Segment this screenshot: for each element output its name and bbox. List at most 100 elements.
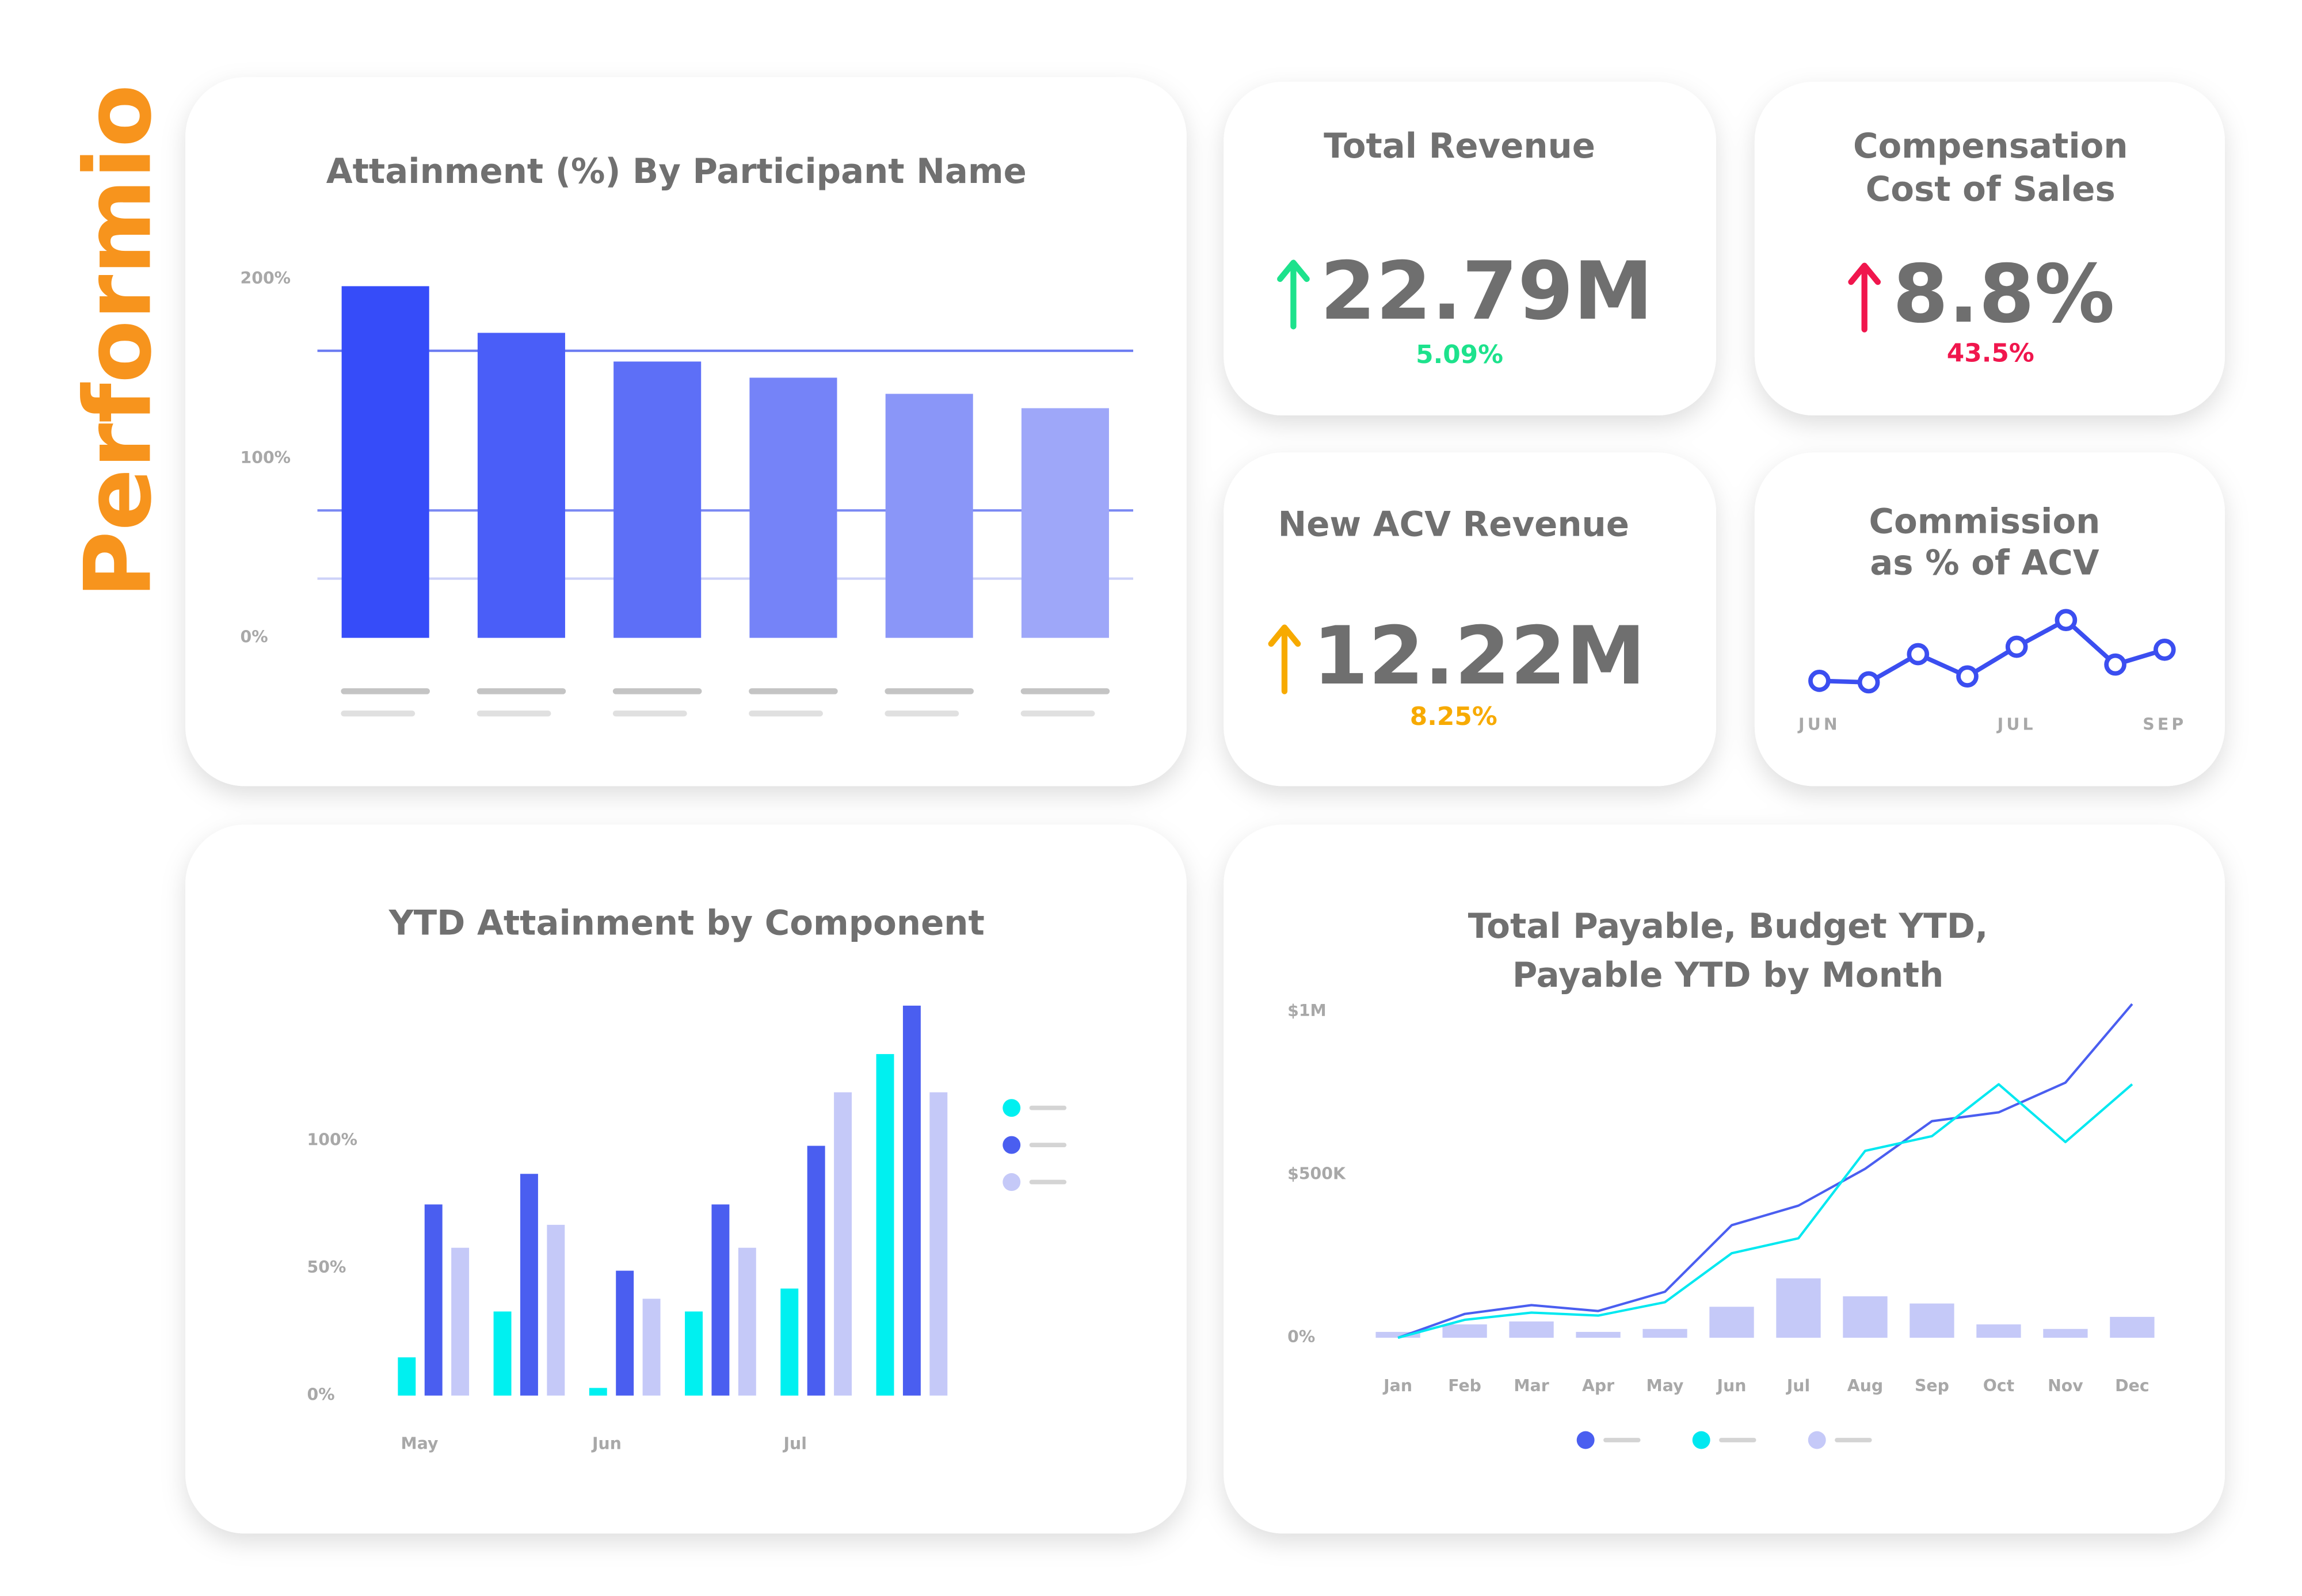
x-tick-label: May: [1647, 1376, 1684, 1395]
x-tick-label: JUN: [1797, 715, 1840, 734]
label-placeholder: [612, 710, 687, 717]
legend-placeholder: [1719, 1438, 1756, 1442]
point: [1808, 670, 1831, 692]
bar: [547, 1224, 565, 1396]
legend-marker: [1808, 1431, 1826, 1449]
bar: [1021, 408, 1109, 638]
legend-placeholder: [1029, 1179, 1067, 1185]
bar: [1709, 1307, 1754, 1338]
label-placeholder: [341, 688, 430, 694]
x-tick-label: Oct: [1983, 1376, 2014, 1395]
bar: [493, 1311, 512, 1396]
y-tick-label: 0%: [1287, 1327, 1315, 1346]
x-tick-label: Feb: [1448, 1376, 1481, 1395]
label-placeholder: [749, 688, 838, 694]
label-placeholder: [885, 688, 974, 694]
point: [2104, 653, 2126, 676]
x-tick-label: Aug: [1847, 1376, 1883, 1395]
chart-title: Payable YTD by Month: [1512, 955, 1943, 995]
label-placeholder: [1020, 688, 1110, 694]
kpi-value: 8.8%: [1893, 247, 2115, 341]
bar: [520, 1174, 538, 1396]
legend-placeholder: [1029, 1143, 1067, 1147]
chart-title: Commission: [1869, 501, 2101, 541]
label-placeholder: [341, 710, 416, 717]
y-tick-label: 100%: [241, 448, 291, 467]
x-tick-label: May: [401, 1434, 439, 1453]
bar: [398, 1357, 416, 1396]
kpi-value: 12.22M: [1313, 609, 1646, 702]
chart-title: Total Payable, Budget YTD,: [1468, 906, 1988, 946]
bar: [749, 377, 837, 638]
y-tick-label: $500K: [1287, 1164, 1346, 1183]
legend-marker: [1692, 1431, 1710, 1449]
label-placeholder: [1020, 710, 1095, 717]
bar: [834, 1092, 852, 1396]
bar: [341, 286, 429, 638]
bar: [780, 1288, 799, 1396]
bar: [685, 1311, 703, 1396]
legend-marker: [1003, 1173, 1021, 1191]
kpi-title: Total Revenue: [1324, 126, 1595, 166]
x-tick-label: Sep: [1915, 1376, 1949, 1395]
kpi-title: Cost of Sales: [1866, 169, 2116, 209]
trend-arrow: [1268, 624, 1301, 694]
y-tick-label: 100%: [307, 1131, 358, 1150]
card: [1754, 452, 2225, 786]
y-tick-label: 50%: [307, 1258, 346, 1277]
bar: [451, 1247, 470, 1396]
bar: [1509, 1321, 1554, 1338]
bar: [1843, 1296, 1888, 1338]
label-placeholder: [477, 710, 551, 717]
bar: [807, 1146, 825, 1396]
card: [1224, 82, 1716, 416]
y-tick-label: 0%: [241, 628, 268, 647]
bar: [1910, 1303, 1954, 1338]
trend-arrow: [1848, 262, 1881, 333]
bar: [616, 1270, 634, 1396]
bar: [738, 1247, 756, 1396]
label-placeholder: [612, 688, 702, 694]
card: [1754, 82, 2225, 416]
x-tick-label: Jul: [782, 1434, 806, 1453]
chart-title: Attainment (%) By Participant Name: [326, 151, 1027, 191]
bar: [885, 394, 973, 638]
bar: [642, 1299, 661, 1396]
x-tick-label: SEP: [2143, 715, 2186, 734]
point: [1907, 643, 1930, 666]
line: [1397, 1003, 2133, 1339]
bar: [929, 1092, 948, 1396]
label-placeholder: [749, 710, 823, 717]
point: [1956, 665, 1979, 688]
y-tick-label: $1M: [1287, 1001, 1327, 1020]
legend-marker: [1576, 1431, 1595, 1449]
x-tick-label: Mar: [1514, 1376, 1549, 1395]
brand-logo: Performio: [64, 84, 171, 598]
y-tick-label: 0%: [307, 1385, 335, 1404]
point: [2005, 635, 2028, 658]
kpi-change: 8.25%: [1410, 702, 1497, 731]
legend-placeholder: [1603, 1438, 1641, 1442]
x-tick-label: Dec: [2115, 1376, 2149, 1395]
kpi-change: 5.09%: [1416, 340, 1503, 369]
point: [2153, 638, 2176, 661]
bar: [613, 361, 702, 638]
x-tick-label: Jun: [591, 1434, 622, 1453]
point: [1857, 671, 1880, 694]
bar: [876, 1054, 894, 1396]
x-tick-label: Jul: [1786, 1376, 1810, 1395]
card: [1224, 452, 1716, 786]
kpi-title: Compensation: [1853, 126, 2128, 166]
chart-title: YTD Attainment by Component: [388, 903, 985, 943]
trend-arrow: [1277, 259, 1310, 330]
bar: [589, 1388, 607, 1396]
x-tick-label: Jun: [1716, 1376, 1747, 1395]
bar: [424, 1204, 443, 1396]
bar: [1776, 1278, 1821, 1338]
label-placeholder: [477, 688, 566, 694]
bar: [902, 1005, 921, 1396]
x-tick-label: Nov: [2048, 1376, 2083, 1395]
card: [1224, 824, 2225, 1534]
